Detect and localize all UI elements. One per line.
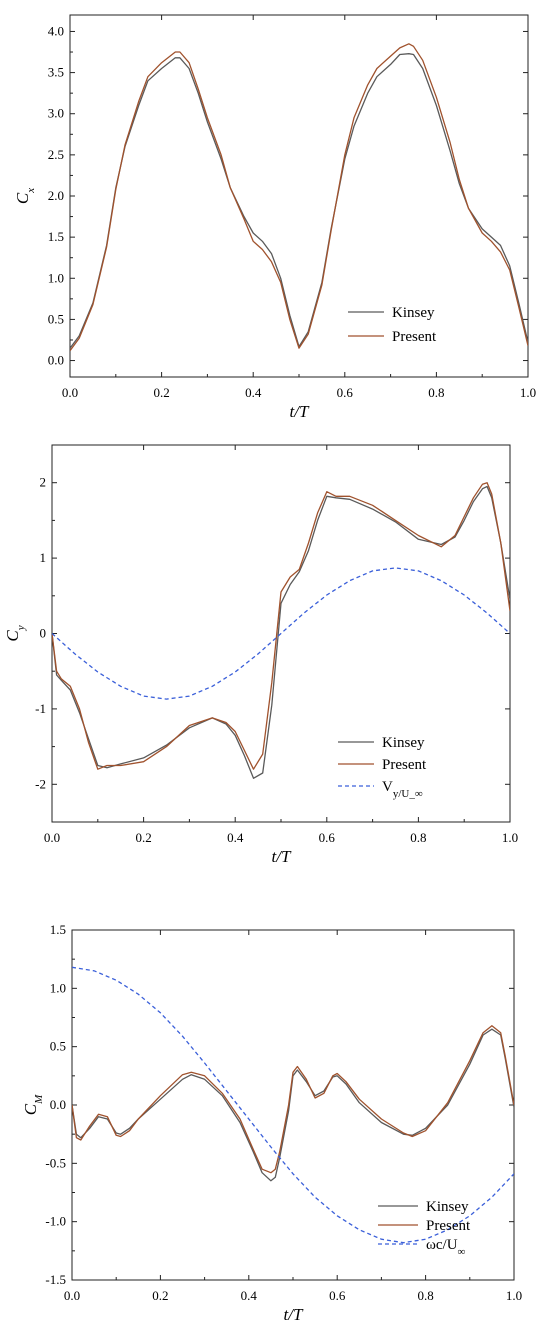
x-tick-label: 0.4 — [227, 830, 244, 845]
y-tick-label: 0 — [40, 626, 47, 641]
x-tick-label: 0.0 — [62, 385, 78, 400]
series-line-1 — [72, 1028, 514, 1182]
x-tick-label: 0.4 — [241, 1288, 258, 1303]
y-tick-label: 1.0 — [50, 980, 66, 995]
y-axis-label: CM — [21, 1094, 45, 1115]
y-axis-label: Cx — [13, 188, 37, 204]
y-tick-label: -1 — [35, 701, 46, 716]
x-tick-label: 0.6 — [329, 1288, 346, 1303]
y-tick-label: 2.5 — [48, 147, 64, 162]
x-tick-label: 0.8 — [417, 1288, 433, 1303]
series-line-2 — [52, 482, 510, 770]
y-tick-label: 3.0 — [48, 106, 64, 121]
x-tick-label: 0.0 — [64, 1288, 80, 1303]
y-tick-label: -2 — [35, 776, 46, 791]
chart-3: 0.0 0.2 0.4 0.6 0.8 1.0 -1.5 -1.0 -0.5 0.0 0.5 1.0 1… — [21, 922, 522, 1324]
legend-label-1: Kinsey — [392, 305, 435, 321]
chart-2: 0.0 0.2 0.4 0.6 0.8 1.0 -2 -1 0 1 2 t/T Cy Kinsey Pres… — [3, 444, 518, 866]
legend-label-2: Present — [392, 329, 437, 345]
x-axis-label: t/T — [284, 1305, 304, 1324]
series-line-3 — [72, 966, 514, 1244]
y-tick-label: 4.0 — [48, 23, 64, 38]
y-tick-label: 3.5 — [48, 65, 64, 80]
x-tick-label: 0.0 — [44, 830, 60, 845]
x-axis-label: t/T — [290, 402, 310, 421]
y-tick-label: 1 — [40, 550, 47, 565]
y-tick-label: 2.0 — [48, 188, 64, 203]
series-line-1 — [52, 485, 510, 779]
x-tick-label: 1.0 — [506, 1288, 522, 1303]
chart-1: 0.0 0.2 0.4 0.6 0.8 1.0 0.0 0.5 1.0 1.5 2.0 2.5 3.0 3… — [13, 14, 536, 421]
y-tick-label: 0.5 — [50, 1039, 66, 1054]
x-tick-label: 0.2 — [153, 385, 169, 400]
y-tick-label: 1.5 — [48, 229, 64, 244]
x-tick-label: 1.0 — [520, 385, 536, 400]
x-tick-label: 0.4 — [245, 385, 262, 400]
y-tick-label: 1.5 — [50, 922, 66, 937]
plot-frame — [69, 14, 529, 378]
y-tick-label: -1.0 — [45, 1214, 66, 1229]
series-line-3 — [52, 567, 510, 700]
x-axis-label: t/T — [272, 847, 292, 866]
y-tick-label: -1.5 — [45, 1272, 66, 1287]
y-tick-label: -0.5 — [45, 1155, 66, 1170]
x-tick-label: 0.6 — [319, 830, 336, 845]
x-tick-label: 0.2 — [135, 830, 151, 845]
x-tick-label: 0.8 — [428, 385, 444, 400]
y-tick-label: 1.0 — [48, 270, 64, 285]
legend-label-1: Kinsey — [382, 735, 425, 751]
y-tick-label: 0.5 — [48, 311, 64, 326]
series-line-2 — [70, 43, 528, 352]
legend-label-2: Present — [426, 1218, 471, 1234]
legend: Kinsey Present — [348, 305, 437, 345]
y-tick-label: 0.0 — [50, 1097, 66, 1112]
legend: Kinsey Present Vy/U_∞ — [338, 735, 427, 800]
y-tick-label: 2 — [40, 475, 47, 490]
legend: Kinsey Present ωc/U∞ — [378, 1199, 471, 1258]
series-line-1 — [70, 53, 528, 349]
x-tick-label: 0.6 — [337, 385, 354, 400]
legend-label-2: Present — [382, 757, 427, 773]
x-tick-label: 1.0 — [502, 830, 518, 845]
series-line-2 — [72, 1025, 514, 1174]
legend-label-3: Vy/U_∞ — [382, 779, 423, 800]
legend-label-3: ωc/U∞ — [426, 1237, 466, 1258]
x-tick-label: 0.8 — [410, 830, 426, 845]
y-axis-label: Cy — [3, 625, 27, 641]
y-tick-label: 0.0 — [48, 353, 64, 368]
x-tick-label: 0.2 — [152, 1288, 168, 1303]
legend-label-1: Kinsey — [426, 1199, 469, 1215]
